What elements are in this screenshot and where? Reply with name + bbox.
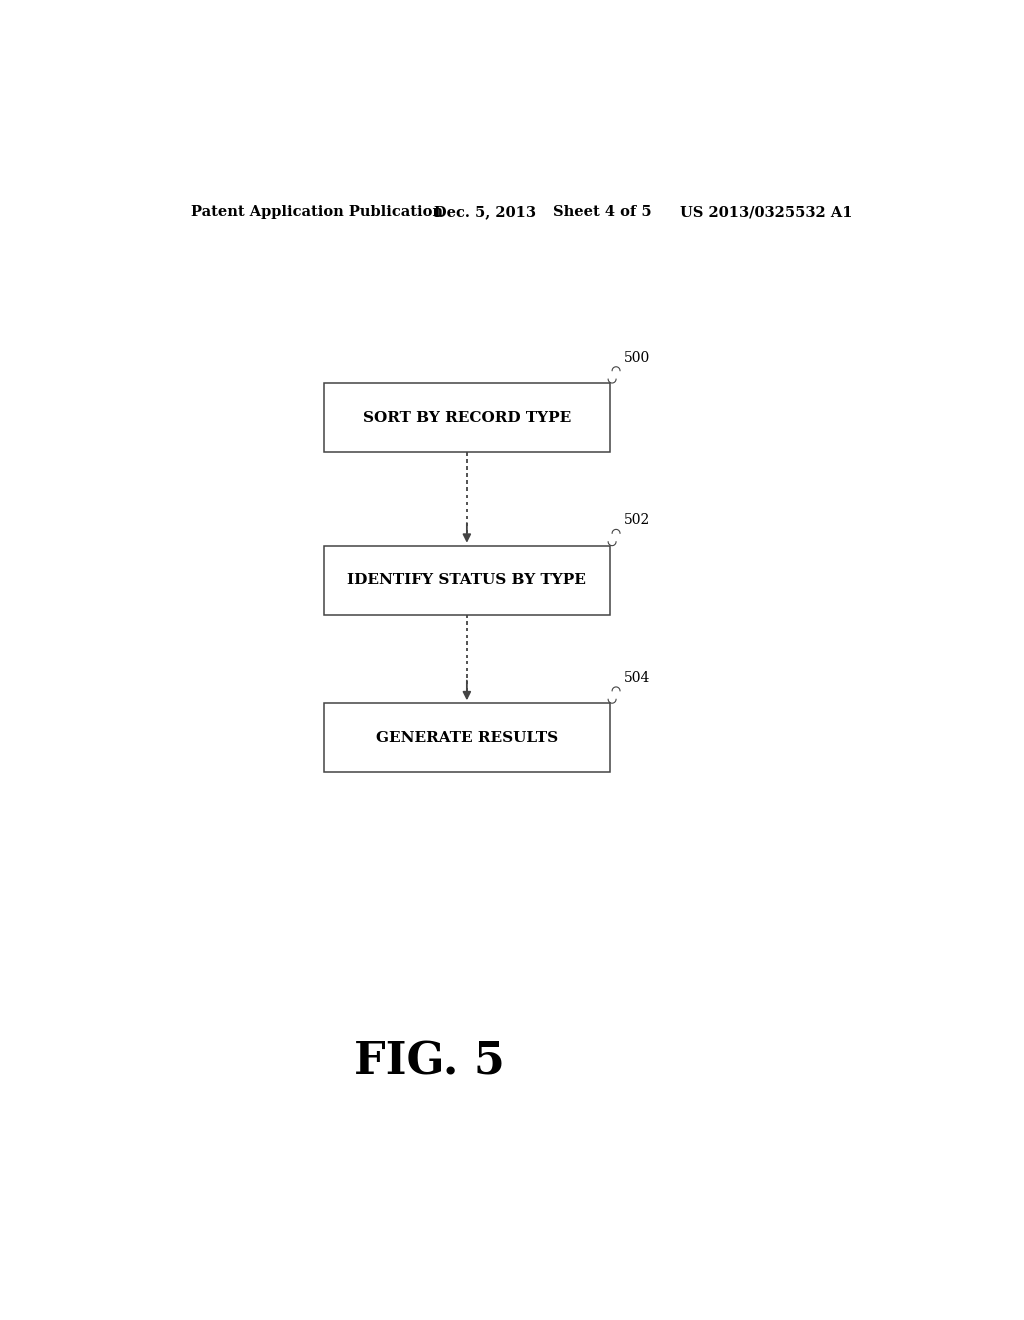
Text: FIG. 5: FIG. 5 [354,1040,505,1084]
Text: 504: 504 [624,671,650,685]
Text: GENERATE RESULTS: GENERATE RESULTS [376,731,558,744]
Bar [324,545,609,615]
Bar [324,704,609,772]
Text: Dec. 5, 2013: Dec. 5, 2013 [433,205,536,219]
Text: 500: 500 [624,351,650,364]
Text: 502: 502 [624,513,650,528]
Text: Sheet 4 of 5: Sheet 4 of 5 [553,205,651,219]
Bar [324,383,609,453]
Text: SORT BY RECORD TYPE: SORT BY RECORD TYPE [362,411,571,425]
Text: Patent Application Publication: Patent Application Publication [191,205,443,219]
Text: US 2013/0325532 A1: US 2013/0325532 A1 [680,205,852,219]
Text: IDENTIFY STATUS BY TYPE: IDENTIFY STATUS BY TYPE [347,573,587,587]
